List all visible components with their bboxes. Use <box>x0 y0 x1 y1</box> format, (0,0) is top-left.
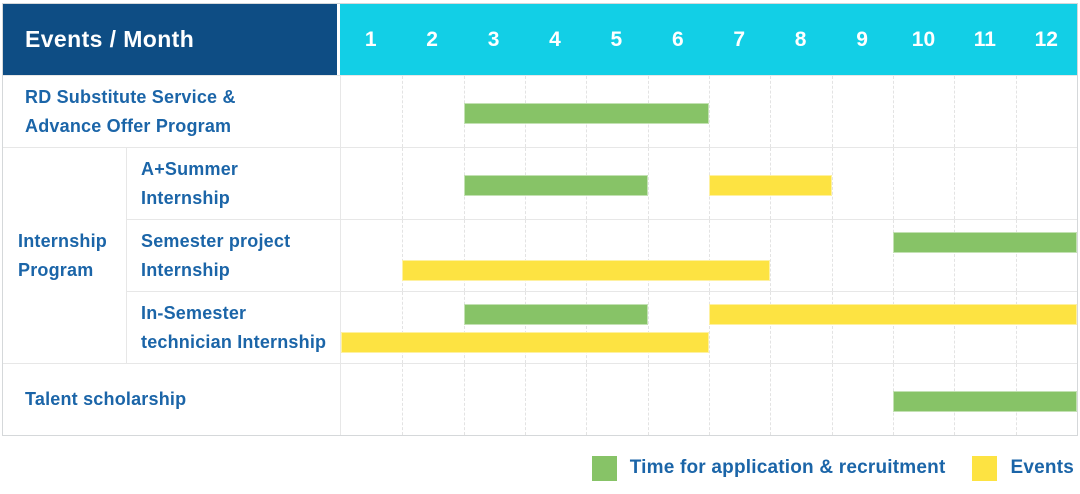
label-line: RD Substitute Service & <box>25 86 236 107</box>
month-label: 8 <box>794 27 807 51</box>
month-gridline <box>709 76 710 147</box>
month-gridline <box>954 220 956 291</box>
legend-swatch-application-icon <box>591 455 617 481</box>
legend-label-application: Time for application & recruitment <box>629 457 946 478</box>
legend: Time for application & recruitment Event… <box>591 449 1074 487</box>
month-gridline <box>463 292 465 363</box>
month-label: 4 <box>549 27 561 51</box>
table-corner-header: Events / Month <box>3 4 340 75</box>
gantt-bar-application <box>893 232 1077 253</box>
timeline-lane-in-semester-technician-internship <box>340 291 1077 363</box>
month-label: 3 <box>487 27 500 51</box>
timeline-lane-rd-substitute-service <box>340 75 1077 147</box>
month-label: 6 <box>671 27 684 51</box>
month-gridline <box>831 76 833 147</box>
gantt-bar-event <box>341 332 709 353</box>
legend-label-events: Events <box>1010 457 1074 478</box>
month-gridline <box>525 364 526 435</box>
month-gridline <box>893 76 894 147</box>
month-gridline <box>831 220 833 291</box>
label-line: Internship <box>141 187 231 208</box>
month-gridline <box>402 364 404 435</box>
month-gridline <box>647 292 649 363</box>
month-gridline <box>1015 148 1017 219</box>
gantt-bar-application <box>463 103 709 124</box>
month-gridline <box>1015 76 1017 147</box>
label-line: Semester project <box>141 230 291 251</box>
month-gridline <box>402 148 404 219</box>
month-gridline <box>647 364 649 435</box>
month-gridline <box>954 76 956 147</box>
month-gridline <box>831 364 833 435</box>
label-line: In-Semester <box>141 302 247 323</box>
gantt-bar-application <box>893 391 1077 412</box>
timeline-lane-a-plus-summer-internship <box>340 147 1077 219</box>
month-gridline <box>525 220 526 291</box>
month-gridline <box>1015 220 1017 291</box>
gantt-bar-application <box>463 304 648 325</box>
month-gridline <box>525 292 526 363</box>
month-gridline <box>954 292 956 363</box>
month-label: 2 <box>426 27 438 51</box>
label-line: Talent scholarship <box>25 389 187 409</box>
month-gridline <box>402 292 404 363</box>
group-label-internship-program: Internship Program <box>3 147 127 363</box>
legend-swatch-events-icon <box>972 455 998 481</box>
events-month-gantt-table: Events / Month 1 2 3 4 5 6 7 8 9 10 11 12 RD Substi… <box>2 3 1078 436</box>
label-line: Program <box>18 259 94 280</box>
month-gridline <box>647 148 649 219</box>
month-gridline <box>586 220 588 291</box>
month-gridline <box>586 292 588 363</box>
month-header: 1 2 3 4 5 6 7 8 9 10 11 12 <box>340 4 1077 75</box>
row-label-in-semester-technician-internship: In-Semester technician Internship <box>127 291 340 363</box>
month-label: 5 <box>610 27 623 51</box>
row-label-a-plus-summer-internship: A+Summer Internship <box>127 147 340 219</box>
month-label: 10 <box>911 27 936 51</box>
month-gridline <box>893 148 894 219</box>
label-line: Internship <box>18 230 108 251</box>
gantt-bar-application <box>463 175 648 196</box>
month-gridline <box>402 76 404 147</box>
month-label: 12 <box>1034 27 1058 51</box>
month-label: 1 <box>364 27 377 51</box>
month-gridline <box>770 292 772 363</box>
timeline-lane-talent-scholarship <box>340 363 1077 435</box>
gantt-bar-event <box>709 175 832 196</box>
month-gridline <box>770 76 772 147</box>
gantt-bar-event <box>402 260 771 281</box>
month-gridline <box>1015 292 1017 363</box>
month-gridline <box>893 220 894 291</box>
month-gridline <box>709 220 710 291</box>
label-line: Internship <box>141 259 231 280</box>
row-label-talent-scholarship: Talent scholarship <box>3 363 340 435</box>
row-label-rd-substitute-service: RD Substitute Service & Advance Offer Pro… <box>3 75 340 147</box>
month-gridline <box>770 364 772 435</box>
month-gridline <box>954 148 956 219</box>
month-gridline <box>647 220 649 291</box>
month-gridline <box>893 292 894 363</box>
month-gridline <box>586 364 588 435</box>
label-line: Advance Offer Program <box>25 115 232 136</box>
month-label: 9 <box>856 27 868 51</box>
label-line: technician Internship <box>141 331 327 352</box>
month-gridline <box>463 364 465 435</box>
gantt-bar-event <box>709 304 1077 325</box>
month-gridline <box>831 148 833 219</box>
month-gridline <box>770 220 772 291</box>
month-gridline <box>463 220 465 291</box>
month-gridline <box>709 364 710 435</box>
month-gridline <box>402 220 404 291</box>
month-gridline <box>831 292 833 363</box>
month-label: 11 <box>973 27 996 51</box>
row-label-semester-project-internship: Semester project Internship <box>127 219 340 291</box>
month-gridline <box>709 292 710 363</box>
timeline-lane-semester-project-internship <box>340 219 1077 291</box>
month-label: 7 <box>733 27 746 51</box>
label-line: A+Summer <box>141 158 239 179</box>
